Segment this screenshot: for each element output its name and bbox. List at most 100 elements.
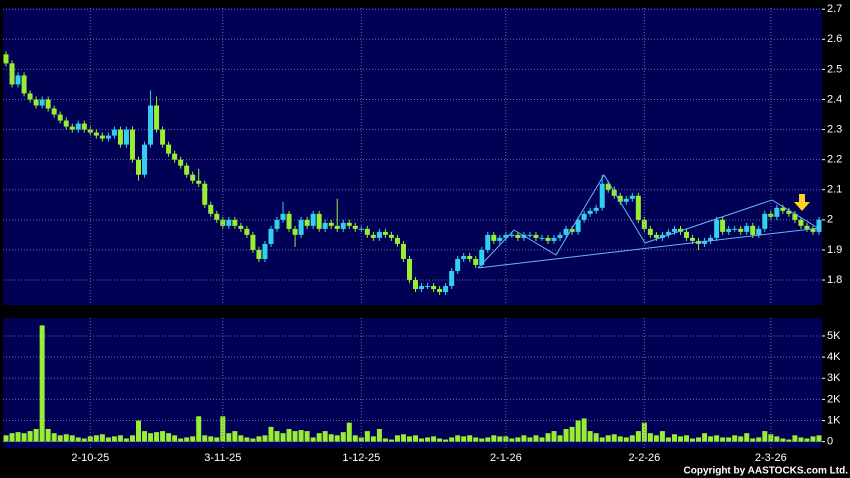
candle-body [792,213,798,220]
candle-body [328,222,334,226]
candle-body [69,126,75,130]
volume-bar [419,438,425,442]
volume-bar [714,435,720,442]
candle-body [473,258,479,265]
y-tick-label: 1.9 [827,244,842,256]
y-tick-label: 1K [827,414,841,426]
candle-body [358,228,364,230]
candle-body [431,286,437,290]
volume-bar [449,437,455,442]
volume-bar [431,436,437,442]
volume-bar [45,428,51,442]
candle-body [569,228,575,232]
volume-bar [708,436,714,442]
volume-bar [3,435,9,442]
volume-bar [280,433,286,442]
volume-bar [370,436,376,442]
volume-bar [81,438,87,442]
volume-bar [39,325,45,442]
candle-body [142,144,148,175]
candle-body [659,234,665,238]
arrow-marker [794,194,810,211]
volume-bar [135,420,141,442]
candle-body [166,144,172,154]
volume-bar [382,438,388,442]
candle-body [756,228,762,235]
candle-body [575,219,581,232]
candle-body [394,237,400,244]
candle-body [810,228,816,232]
candle-body [479,249,485,265]
volume-bar [623,437,629,442]
volume-bar [738,436,744,442]
candle-body [533,234,539,238]
y-tick-label: 4K [827,351,841,363]
candle-body [467,255,473,259]
candle-body [726,228,732,232]
candle-body [485,234,491,250]
trend-lines [477,174,821,269]
candle-body [256,249,262,259]
candle-body [250,234,256,250]
candle-body [437,289,443,293]
volume-bar [262,435,268,442]
candle-body [376,231,382,238]
candle-body [599,183,605,208]
volume-bar [497,436,503,442]
candle-body [744,225,750,232]
candle-body [184,165,190,175]
candle-body [3,54,9,64]
candle-body [93,132,99,136]
volume-bar [226,433,232,442]
candle-body [15,75,21,85]
candle-body [99,135,105,139]
candle-body [57,114,63,121]
candle-body [774,207,780,217]
x-tick-label: 1-12-25 [342,452,380,464]
volume-bar [569,426,575,442]
x-tick-label: 2-3-26 [755,452,787,464]
volume-bar [328,434,334,442]
volume-bar [810,436,816,442]
volume-bar [425,437,431,442]
y-tick-label: 5K [827,330,841,342]
candle-body [515,234,521,238]
volume-bar [69,435,75,442]
price-panel [3,8,822,305]
volume-bar [599,437,605,442]
volume-bar [732,435,738,442]
volume-bar [503,436,509,442]
volume-bar [178,438,184,442]
volume-bar [677,436,683,442]
candle-body [798,219,804,226]
volume-bar [250,438,256,442]
volume-bar [298,430,304,442]
candle-body [545,237,551,241]
volume-bar [617,436,623,442]
volume-bar [27,431,33,442]
volume-bar [400,434,406,442]
volume-bar [57,435,63,442]
trend-line [477,227,821,269]
candle-body [563,228,569,235]
candle-body [51,108,57,115]
volume-bar [768,434,774,442]
volume-bar [551,431,557,442]
candle-body [208,204,214,214]
volume-bar [75,437,81,442]
volume-bar [473,437,479,442]
volume-bar [33,428,39,442]
y-tick-label: 2.2 [827,154,842,166]
candle-body [382,231,388,235]
candle-body [647,228,653,235]
candle-body [690,237,696,241]
volume-bar [406,436,412,442]
y-tick-label: 2.5 [827,63,842,75]
candle-body [581,213,587,220]
volume-bar [93,435,99,442]
candle-body [750,225,756,235]
x-tick-label: 2-2-26 [628,452,660,464]
y-tick-label: 2.7 [827,3,842,15]
volume-bar [172,435,178,442]
y-tick-label: 2 [827,214,833,226]
